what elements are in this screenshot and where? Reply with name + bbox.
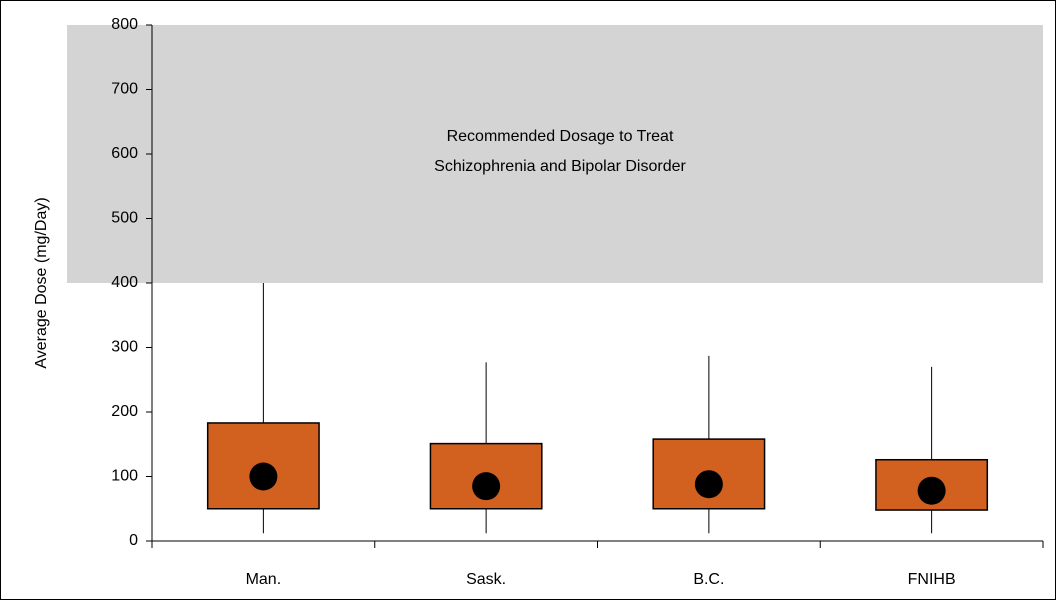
mean-dot xyxy=(694,470,723,499)
y-tick-label: 500 xyxy=(111,210,138,227)
y-tick-label: 200 xyxy=(111,403,138,420)
band-layer: Recommended Dosage to Treat Schizophrenia… xyxy=(67,25,1043,283)
band-label: Schizophrenia and Bipolar Disorder xyxy=(434,158,686,175)
y-axis-label: Average Dose (mg/Day) xyxy=(33,197,50,368)
x-tick-label: Sask. xyxy=(466,571,506,588)
axis-layer xyxy=(146,24,1044,548)
x-tick-label: B.C. xyxy=(693,571,724,588)
y-tick-label: 700 xyxy=(111,81,138,98)
mean-dot xyxy=(249,462,278,491)
y-tick-label: 300 xyxy=(111,339,138,356)
y-tick-label: 800 xyxy=(111,16,138,33)
y-tick-label: 0 xyxy=(129,532,138,549)
recommended-band xyxy=(67,25,1043,283)
y-tick-label: 100 xyxy=(111,468,138,485)
y-tick-label: 400 xyxy=(111,274,138,291)
x-tick-label: FNIHB xyxy=(908,571,956,588)
mean-dot xyxy=(917,476,946,505)
y-tick-label: 600 xyxy=(111,145,138,162)
mean-dot xyxy=(472,472,501,501)
x-tick-label: Man. xyxy=(246,571,282,588)
band-label: Recommended Dosage to Treat xyxy=(447,128,674,145)
